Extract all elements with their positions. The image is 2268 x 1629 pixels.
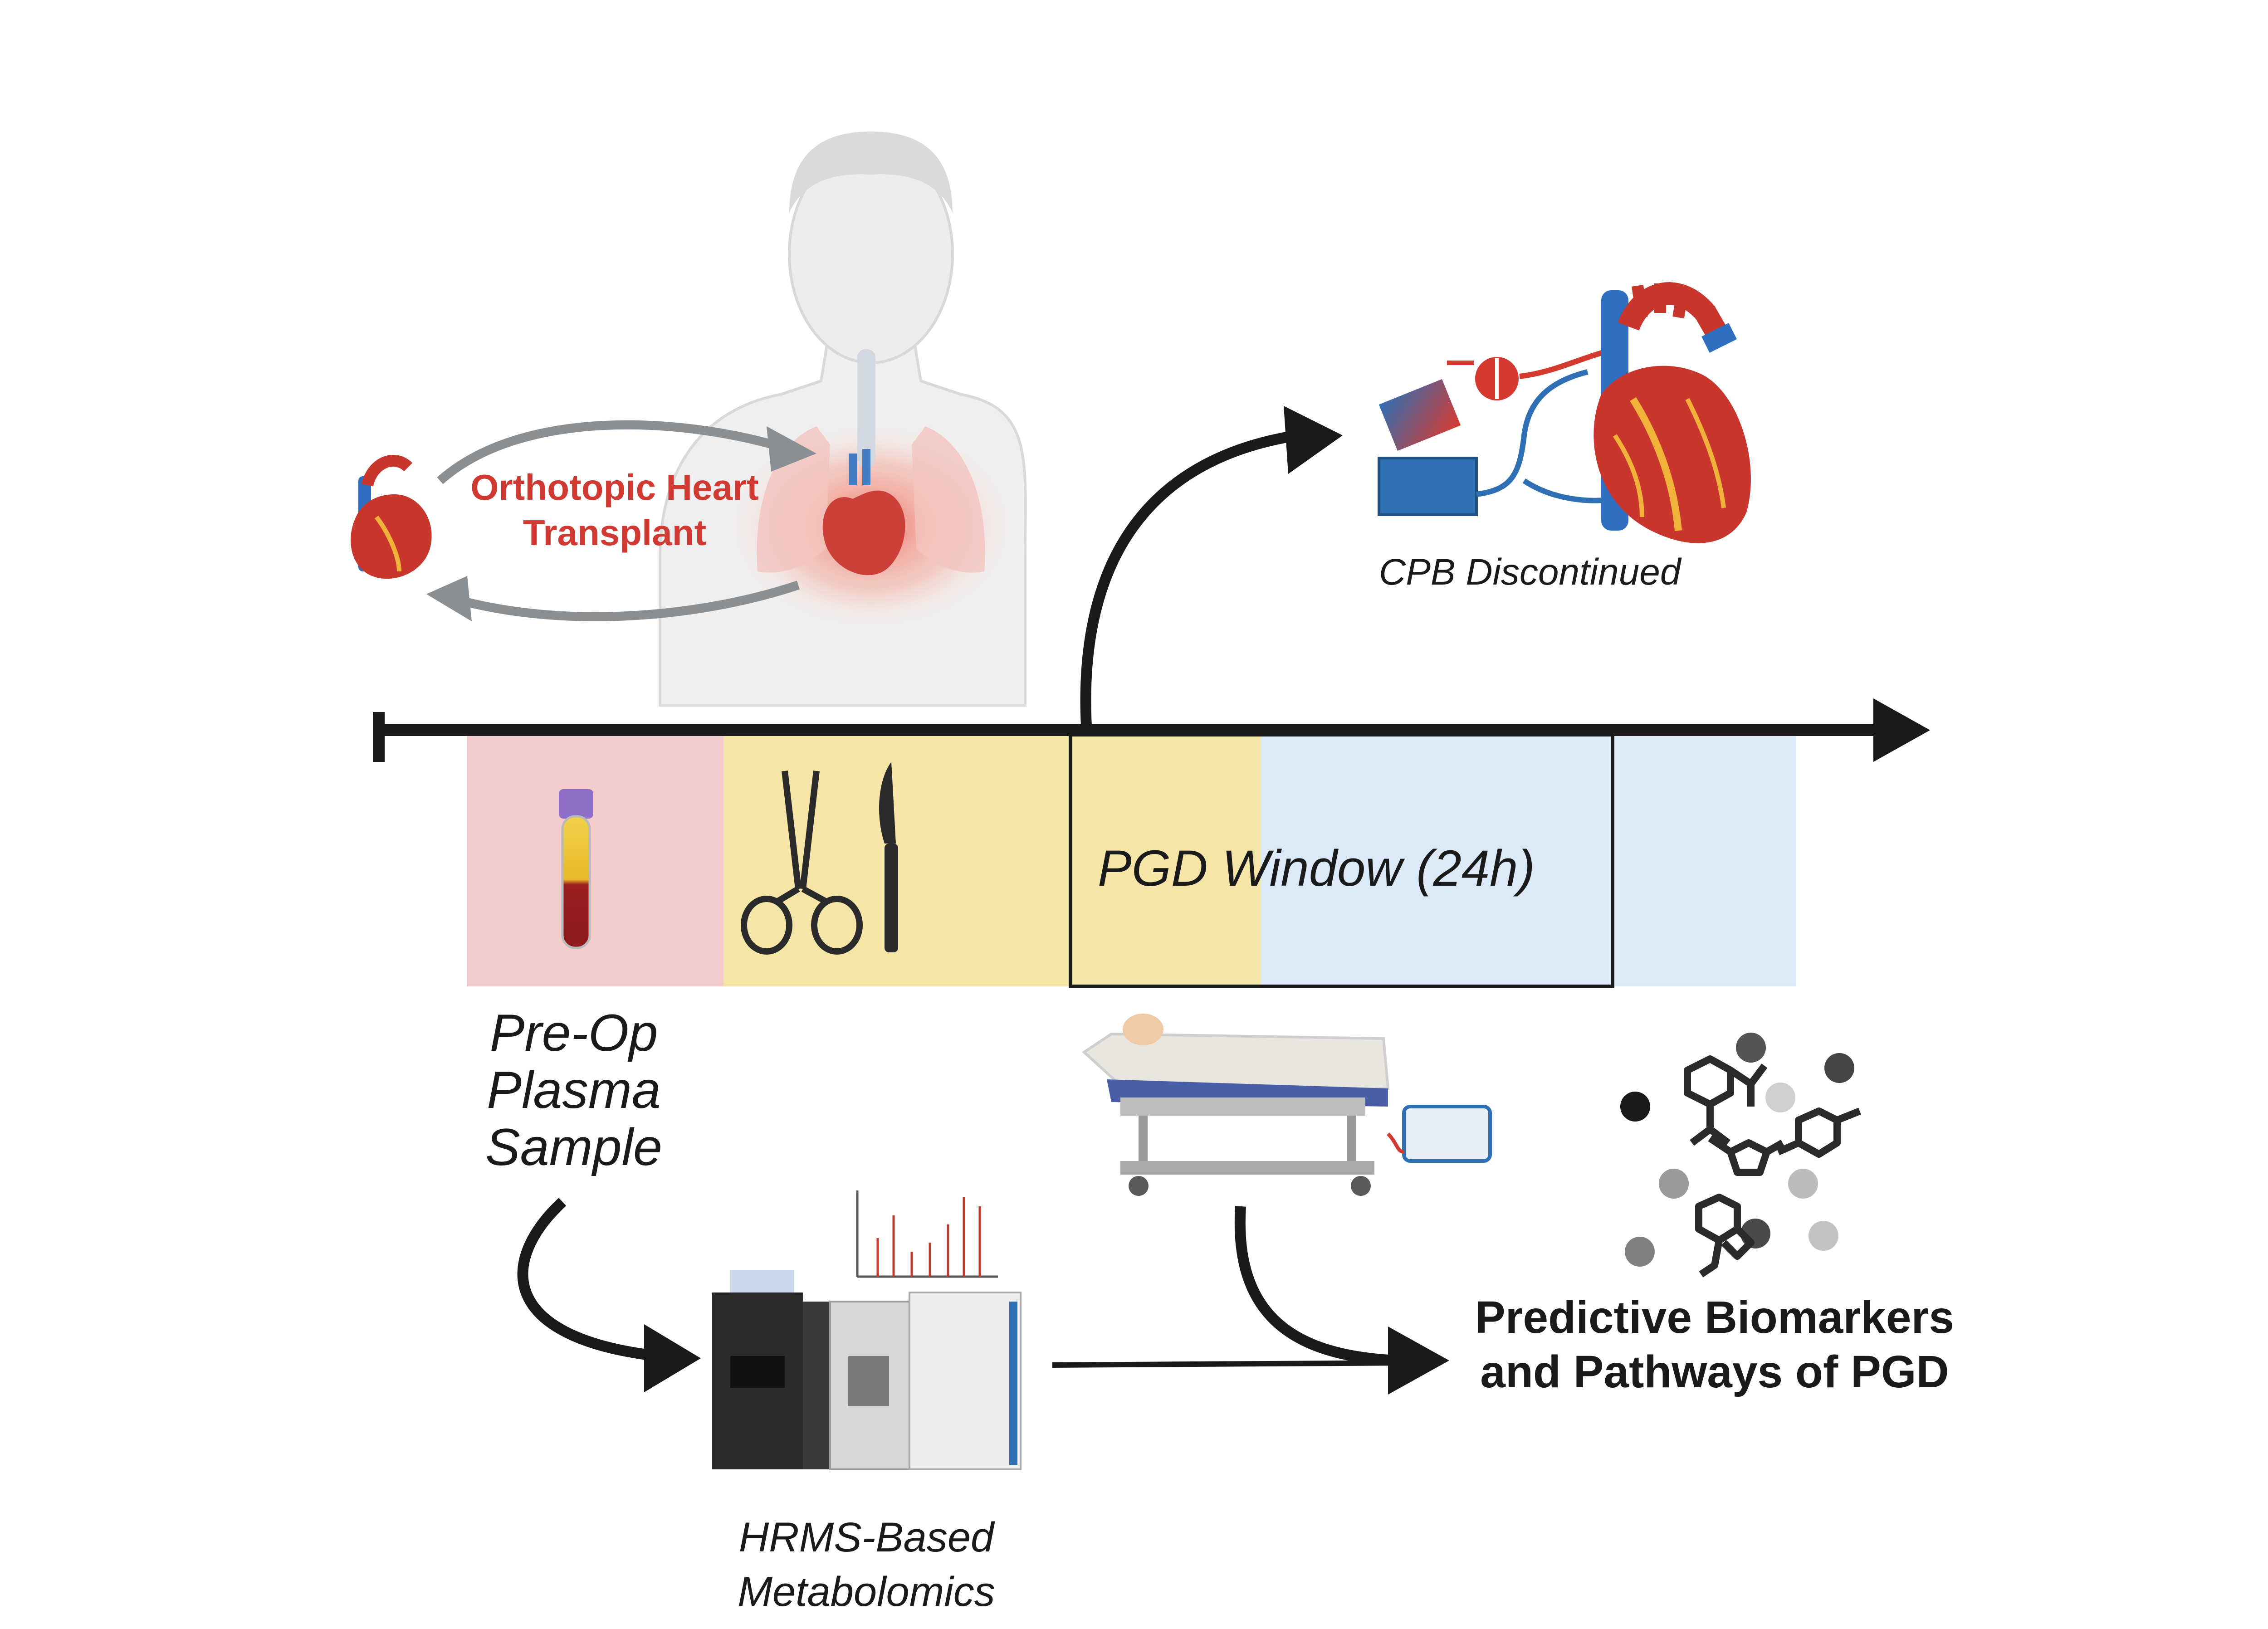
patient-body-illustration <box>659 132 1027 707</box>
transplant-exchange-arrows <box>437 420 800 621</box>
transplant-label: Orthotopic Heart Transplant <box>454 465 776 556</box>
timeline-axis <box>373 698 1930 762</box>
result-label: Predictive Biomarkers and Pathways of PG… <box>1449 1290 1980 1399</box>
donor-heart-icon <box>351 454 432 579</box>
bed-to-result-arrow-path <box>1234 1206 1398 1366</box>
hrms-label-line1: HRMS-Based <box>738 1514 994 1561</box>
transplant-label-line2: Transplant <box>523 512 707 553</box>
hrms-metabolomics-label: HRMS-Based Metabolomics <box>680 1510 1052 1619</box>
cpb-discontinued-label: CPB Discontinued <box>1379 551 1681 593</box>
postop-band <box>1261 732 1796 986</box>
hrms-to-result-line <box>1052 1360 1411 1368</box>
result-arrowhead <box>1388 1327 1449 1395</box>
hrms-label-line2: Metabolomics <box>738 1569 995 1615</box>
cpb-arrowhead <box>1284 406 1343 474</box>
mass-spectrum-icon <box>856 1190 998 1278</box>
preop-label-line3: Sample <box>485 1118 662 1176</box>
preop-plasma-label: Pre-Op Plasma Sample <box>454 1005 694 1176</box>
pgd-window-label: PGD Window (24h) <box>1098 840 1535 897</box>
preop-to-hrms-arrow-path <box>517 1198 659 1361</box>
grey-arrowhead-left <box>426 576 472 621</box>
blood-sample-tube-icon <box>559 789 593 949</box>
lc-ms-instrument-illustration <box>712 1270 1022 1470</box>
grey-arrowhead-right <box>767 426 816 472</box>
metabolite-molecules-icon <box>1620 1033 1861 1278</box>
cpb-arrow-path <box>1080 430 1298 726</box>
hospital-bed-illustration <box>1082 1014 1492 1196</box>
result-label-line2: and Pathways of PGD <box>1480 1346 1949 1397</box>
preop-label-line2: Plasma <box>487 1061 661 1119</box>
preop-label-line1: Pre-Op <box>489 1004 658 1062</box>
result-label-line1: Predictive Biomarkers <box>1475 1292 1955 1343</box>
cpb-circuit-illustration <box>1378 282 1751 543</box>
preop-band <box>467 732 723 986</box>
preop-to-hrms-arrowhead <box>644 1324 701 1392</box>
transplant-label-line1: Orthotopic Heart <box>470 467 759 507</box>
surgical-tools-icon <box>741 762 898 955</box>
